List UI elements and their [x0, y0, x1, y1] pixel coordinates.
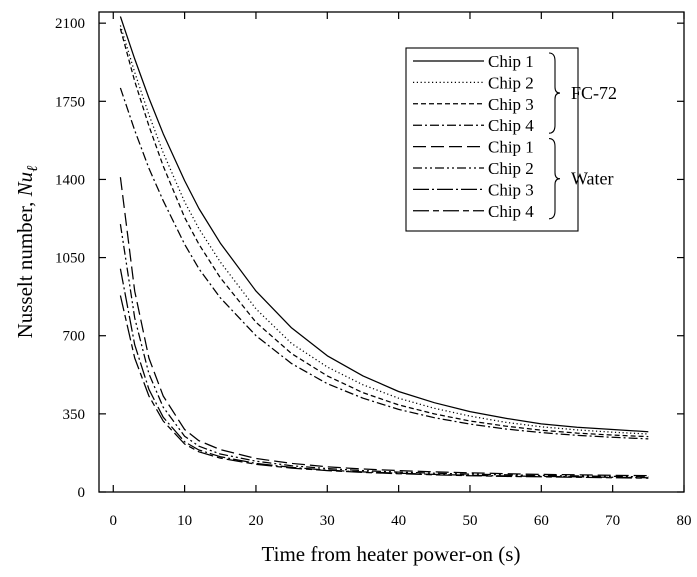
x-tick-label: 40 — [391, 513, 406, 529]
x-tick-label: 30 — [320, 513, 335, 529]
series-line-fc-72-chip-3 — [119, 28, 649, 438]
legend-label: Chip 4 — [488, 202, 534, 221]
legend-label: Chip 1 — [488, 52, 534, 71]
legend-brace — [548, 52, 561, 134]
y-tick-label: 350 — [63, 407, 86, 423]
legend-label: Chip 2 — [488, 159, 534, 178]
series-line-water-chip-3 — [119, 268, 649, 479]
x-tick-label: 10 — [177, 513, 192, 529]
y-tick-label: 1400 — [55, 172, 85, 188]
legend-label: Chip 3 — [488, 180, 534, 199]
y-tick-label: 0 — [78, 485, 86, 501]
y-tick-label: 1050 — [55, 251, 85, 267]
y-tick-label: 700 — [63, 329, 86, 345]
series-line-fc-72-chip-1 — [119, 16, 649, 433]
x-axis-title: Time from heater power-on (s) — [262, 542, 521, 566]
y-tick-label: 2100 — [55, 16, 85, 32]
series-line-water-chip-1 — [119, 177, 649, 477]
y-tick-label: 1750 — [55, 94, 85, 110]
legend-label: Chip 3 — [488, 95, 534, 114]
x-tick-label: 50 — [462, 513, 477, 529]
legend-group-label: Water — [571, 169, 614, 189]
legend-label: Chip 1 — [488, 138, 534, 157]
series-line-water-chip-2 — [119, 224, 649, 478]
legend-label: Chip 2 — [488, 73, 534, 92]
x-tick-label: 20 — [248, 513, 263, 529]
x-tick-label: 70 — [605, 513, 620, 529]
legend-group-label: FC-72 — [571, 83, 617, 103]
x-tick-label: 0 — [110, 513, 118, 529]
x-tick-label: 80 — [677, 513, 692, 529]
series-line-water-chip-4 — [119, 295, 649, 479]
y-axis-title-text: Nusselt number, — [13, 196, 37, 338]
legend-label: Chip 4 — [488, 116, 534, 135]
series-line-fc-72-chip-4 — [119, 87, 649, 440]
x-tick-label: 60 — [534, 513, 549, 529]
legend-brace — [548, 138, 561, 220]
y-axis-title: Nusselt number, Nuℓ — [13, 166, 41, 339]
legend-box — [405, 47, 579, 232]
y-axis-title-symbol: Nu — [13, 172, 37, 198]
plot-frame — [98, 11, 685, 493]
y-axis-title-subscript: ℓ — [25, 166, 41, 172]
legend: Chip 1 Chip 2 Chip 3 Chip 4 FC-72 Chip 1 Chip … — [405, 47, 617, 232]
